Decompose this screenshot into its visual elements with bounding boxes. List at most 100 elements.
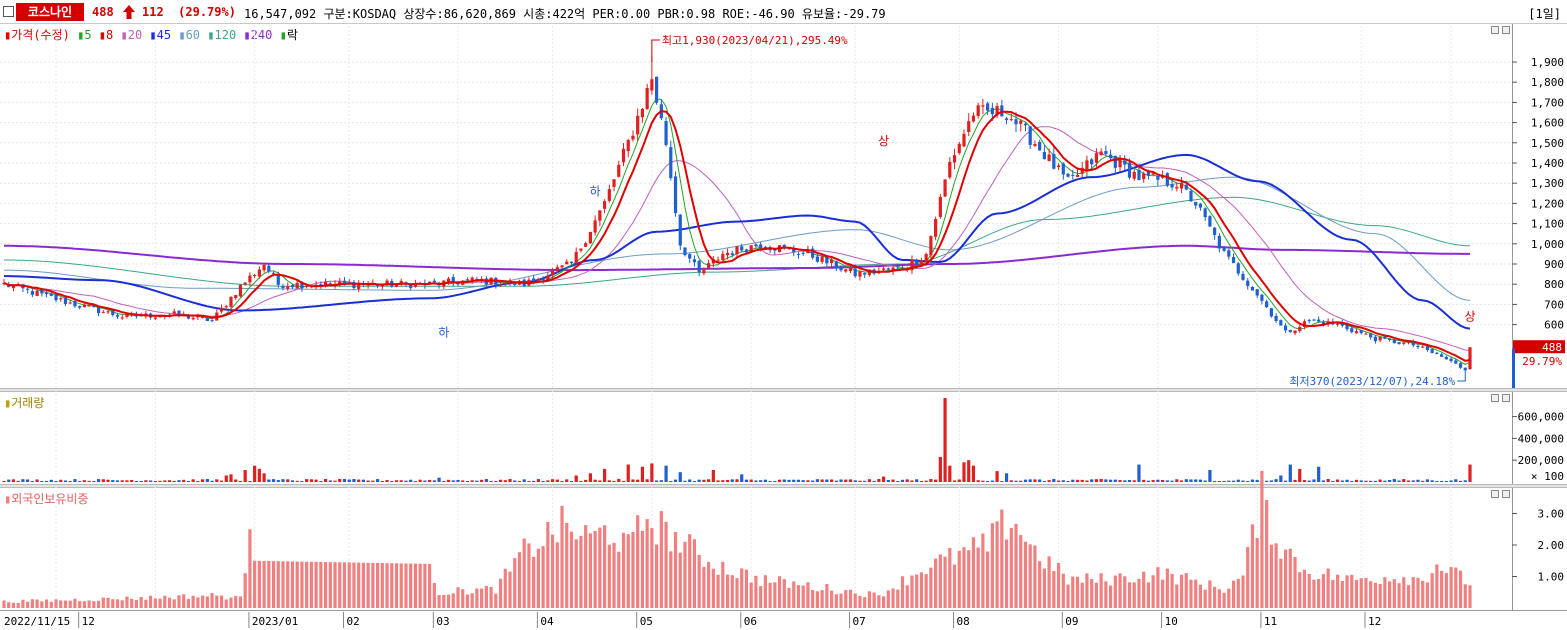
volume-bar	[848, 479, 853, 482]
candle-body	[281, 286, 285, 289]
candle-body	[631, 135, 635, 140]
pane-maximize-icon[interactable]	[1502, 26, 1510, 34]
foreign-bar	[1269, 544, 1273, 608]
volume-maximize-icon[interactable]	[1502, 394, 1510, 402]
volume-bar	[1023, 479, 1028, 482]
foreign-minimize-icon[interactable]	[1491, 490, 1499, 498]
volume-bar	[319, 481, 323, 482]
candle-body	[409, 284, 413, 289]
foreign-bar	[1213, 586, 1217, 608]
ma-legend-label: 5	[84, 28, 92, 42]
candle-body	[115, 315, 120, 317]
candle-body	[120, 317, 124, 319]
foreign-bar	[153, 598, 157, 608]
candle-body	[1123, 160, 1127, 165]
candle-body	[323, 281, 328, 287]
volume-bar	[172, 480, 176, 482]
volume-bar	[584, 479, 588, 482]
candle-body	[886, 268, 890, 270]
candle-body	[735, 246, 739, 255]
foreign-bar	[1161, 579, 1165, 608]
candle-body	[1260, 294, 1264, 301]
volume-bar	[1198, 479, 1203, 482]
foreign-bar	[1222, 592, 1226, 608]
volume-bar	[1326, 478, 1330, 482]
volume-bar	[692, 481, 697, 482]
foreign-bar	[494, 593, 498, 608]
volume-bar	[1227, 480, 1231, 482]
foreign-bar	[1113, 575, 1117, 608]
volume-title: 거래량	[11, 396, 45, 410]
period-selector[interactable]: [1일]	[1528, 7, 1561, 21]
price-legend-marker: ▮	[4, 28, 12, 42]
foreign-bar	[49, 601, 53, 608]
foreign-bar	[1170, 573, 1174, 608]
candle-body	[1137, 169, 1141, 180]
candle-body	[692, 259, 697, 263]
foreign-bar	[1080, 582, 1084, 608]
candle-body	[952, 155, 957, 163]
foreign-bar	[1392, 579, 1396, 608]
stock-name-badge[interactable]: 코스나인	[16, 3, 84, 21]
foreign-bar	[602, 525, 607, 608]
change-percent: (29.79%)	[178, 5, 236, 19]
volume-bar	[886, 479, 890, 482]
volume-bar	[385, 480, 389, 482]
volume-bar	[626, 464, 630, 482]
foreign-bar	[423, 563, 427, 608]
price-chart-pane[interactable]	[0, 24, 1512, 388]
candle-body	[385, 280, 389, 285]
volume-chart-pane[interactable]	[0, 392, 1512, 484]
foreign-bar	[1265, 500, 1269, 608]
candle-body	[801, 252, 805, 254]
foreign-bar	[328, 562, 332, 608]
foreign-bar	[92, 601, 96, 608]
foreign-bar	[858, 595, 862, 608]
volume-bar	[300, 480, 304, 482]
pane-minimize-icon[interactable]	[1491, 26, 1499, 34]
candle-body	[44, 292, 49, 294]
ma-legend-marker: ▮	[149, 28, 157, 42]
foreign-maximize-icon[interactable]	[1502, 490, 1510, 498]
volume-minimize-icon[interactable]	[1491, 394, 1499, 402]
volume-bar	[1369, 480, 1373, 482]
candle-body	[1066, 173, 1070, 177]
volume-bar	[328, 480, 332, 482]
volume-bar	[1042, 481, 1046, 482]
candle-body	[829, 259, 834, 264]
select-checkbox[interactable]	[3, 6, 14, 17]
candle-body	[612, 179, 616, 187]
foreign-bar	[1283, 549, 1288, 608]
candle-body	[125, 313, 129, 317]
foreign-bar	[1454, 567, 1458, 608]
foreign-bar	[891, 588, 895, 608]
volume-bar	[1137, 464, 1141, 482]
volume-bar	[1402, 479, 1406, 482]
candle-body	[1146, 171, 1151, 176]
foreign-bar	[456, 587, 460, 608]
candle-body	[172, 311, 176, 314]
ma-legend-marker: ▮	[243, 28, 251, 42]
volume-bar	[1151, 480, 1155, 482]
volume-bar	[134, 481, 139, 482]
volume-bar	[1061, 480, 1065, 482]
volume-bar	[588, 473, 592, 482]
volume-bar	[1127, 479, 1132, 482]
volume-bar	[1004, 473, 1009, 482]
volume-bar	[532, 480, 536, 482]
candle-body	[451, 277, 455, 283]
candle-body	[153, 317, 157, 319]
volume-bar	[1179, 480, 1184, 482]
volume-bar	[995, 471, 999, 482]
foreign-bar	[593, 530, 597, 608]
foreign-bar	[314, 561, 318, 608]
volume-bar	[271, 479, 276, 482]
price-tick-label: 1,400	[1531, 157, 1564, 170]
foreign-bar	[305, 561, 309, 608]
foreign-bar	[1383, 577, 1387, 608]
pane-divider[interactable]	[0, 388, 1567, 392]
foreign-bar	[432, 582, 436, 608]
volume-bar	[711, 470, 715, 482]
pane-divider-2[interactable]	[0, 484, 1567, 488]
foreign-bar	[943, 556, 947, 608]
